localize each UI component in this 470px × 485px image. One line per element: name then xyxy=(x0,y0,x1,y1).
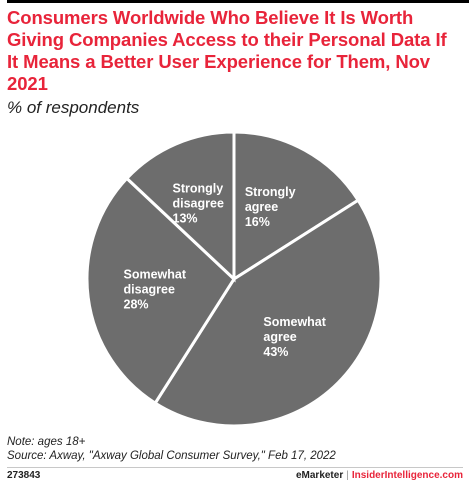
slice-value-strongly-agree: 16% xyxy=(245,215,270,229)
chart-notes: Note: ages 18+ Source: Axway, "Axway Glo… xyxy=(7,435,336,463)
slice-label-somewhat-disagree: Somewhat disagree 28% xyxy=(124,267,187,311)
note-text: Note: ages 18+ xyxy=(7,436,86,448)
slice-label-somewhat-agree: Somewhat agree 43% xyxy=(263,315,326,359)
slice-label-strongly-disagree: Strongly disagree 13% xyxy=(173,181,224,225)
slice-value-strongly-disagree: 13% xyxy=(173,211,198,225)
brand-insider-intelligence: InsiderIntelligence.com xyxy=(351,470,463,481)
slice-label-line: Somewhat xyxy=(263,315,326,329)
slice-label-line: disagree xyxy=(173,196,224,210)
chart-subtitle: % of respondents xyxy=(7,98,140,117)
pie-slice-strongly-agree xyxy=(232,130,361,282)
pie-slice-somewhat-agree xyxy=(153,198,383,428)
brand-emarketer: eMarketer xyxy=(295,470,344,481)
brand-separator: | xyxy=(346,470,349,481)
slice-label-line: Strongly xyxy=(245,185,296,199)
slice-label-line: Strongly xyxy=(173,181,224,195)
slice-value-somewhat-agree: 43% xyxy=(263,345,288,359)
slice-label-line: agree xyxy=(263,330,296,344)
footer-divider xyxy=(7,467,463,468)
slice-label-strongly-agree: Strongly agree 16% xyxy=(245,185,296,229)
brand: eMarketer | InsiderIntelligence.com xyxy=(296,470,463,481)
pie-chart: Strongly agree 16%Somewhat agree 43%Somewhat… xyxy=(85,130,383,428)
chart-id: 273843 xyxy=(7,470,41,481)
pie-slice-somewhat-disagree xyxy=(85,176,236,406)
slice-value-somewhat-disagree: 28% xyxy=(124,297,149,311)
chart-title: Consumers Worldwide Who Believe It Is Wo… xyxy=(7,7,447,94)
top-rule xyxy=(7,0,469,3)
pie-slice-strongly-disagree xyxy=(124,130,236,283)
slice-label-line: Somewhat xyxy=(124,267,187,281)
source-text: Source: Axway, "Axway Global Consumer Su… xyxy=(7,450,336,462)
slice-label-line: agree xyxy=(245,200,278,214)
slice-label-line: disagree xyxy=(124,282,175,296)
footer: 273843 eMarketer | InsiderIntelligence.com xyxy=(7,470,463,484)
